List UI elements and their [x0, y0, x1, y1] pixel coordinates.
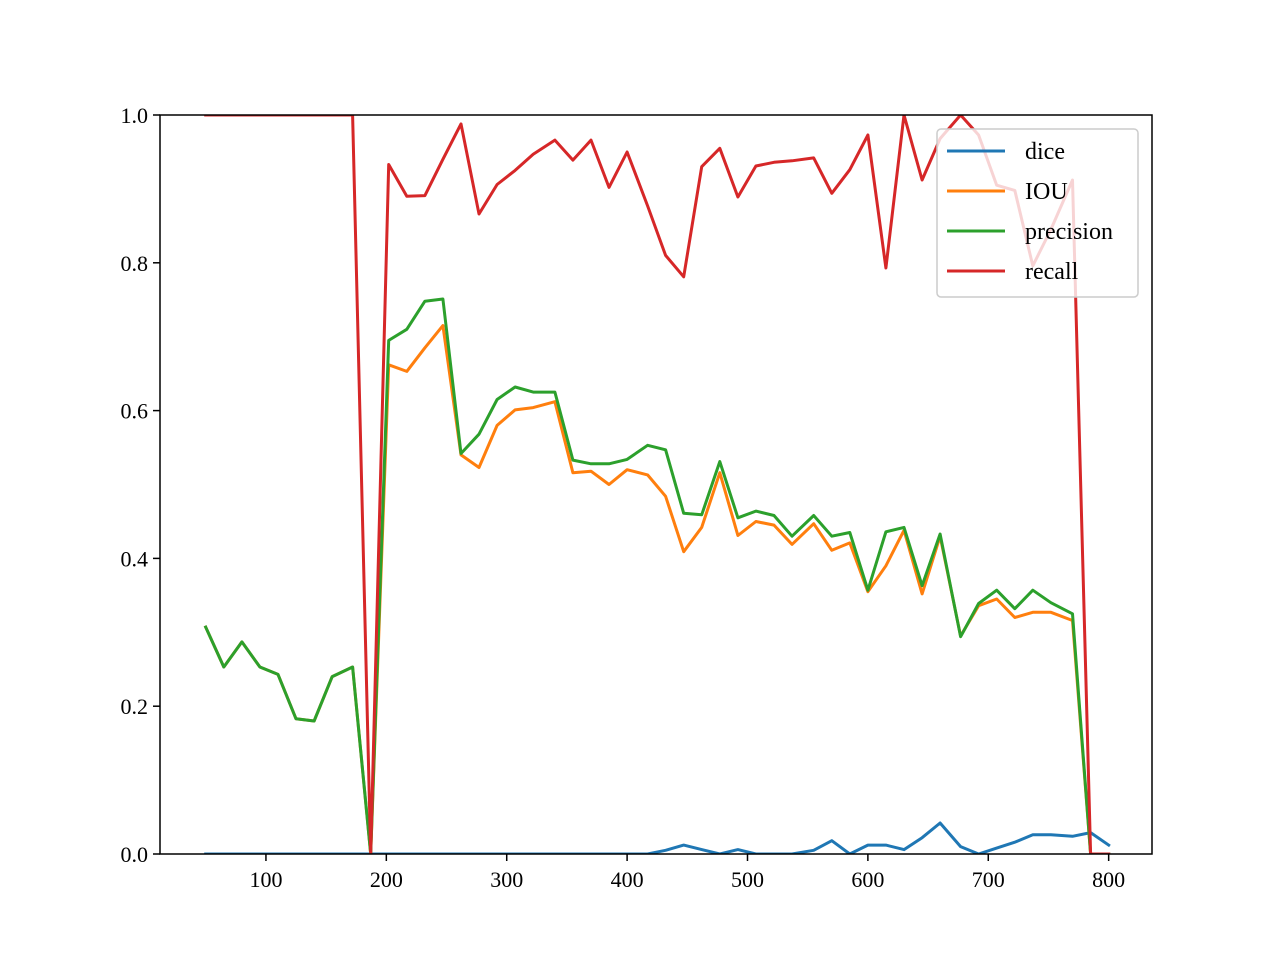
x-tick-label: 600: [851, 867, 884, 892]
x-tick-label: 700: [972, 867, 1005, 892]
y-tick-label: 0.4: [121, 546, 149, 571]
x-tick-label: 800: [1092, 867, 1125, 892]
x-tick-label: 500: [731, 867, 764, 892]
x-tick-label: 200: [370, 867, 403, 892]
legend-label-recall: recall: [1025, 259, 1079, 285]
legend-label-precision: precision: [1025, 219, 1113, 245]
series-line-iou: [203, 324, 1111, 854]
series-line-recall: [204, 115, 1111, 854]
y-tick-label: 0.6: [121, 399, 149, 424]
series-line-precision: [203, 297, 1111, 854]
y-tick-label: 0.2: [121, 694, 149, 719]
x-tick-label: 300: [490, 867, 523, 892]
series-line-dice: [204, 821, 1111, 854]
y-tick-label: 0.0: [121, 842, 149, 867]
plot-lines: [203, 115, 1111, 854]
y-tick-label: 0.8: [121, 251, 149, 276]
axes: 100 200 300 400 500 600 700 800 0.0 0.2 0.4 0.6 0.8 1…: [121, 103, 1153, 892]
y-tick-label: 1.0: [121, 103, 149, 128]
plot-frame: [159, 114, 1153, 855]
x-tick-label: 100: [249, 867, 282, 892]
legend-label-iou: IOU: [1025, 179, 1068, 205]
x-tick-label: 400: [611, 867, 644, 892]
legend-label-dice: dice: [1025, 139, 1065, 165]
legend-box: [936, 128, 1139, 298]
legend: dice IOU precision recall: [936, 128, 1139, 298]
